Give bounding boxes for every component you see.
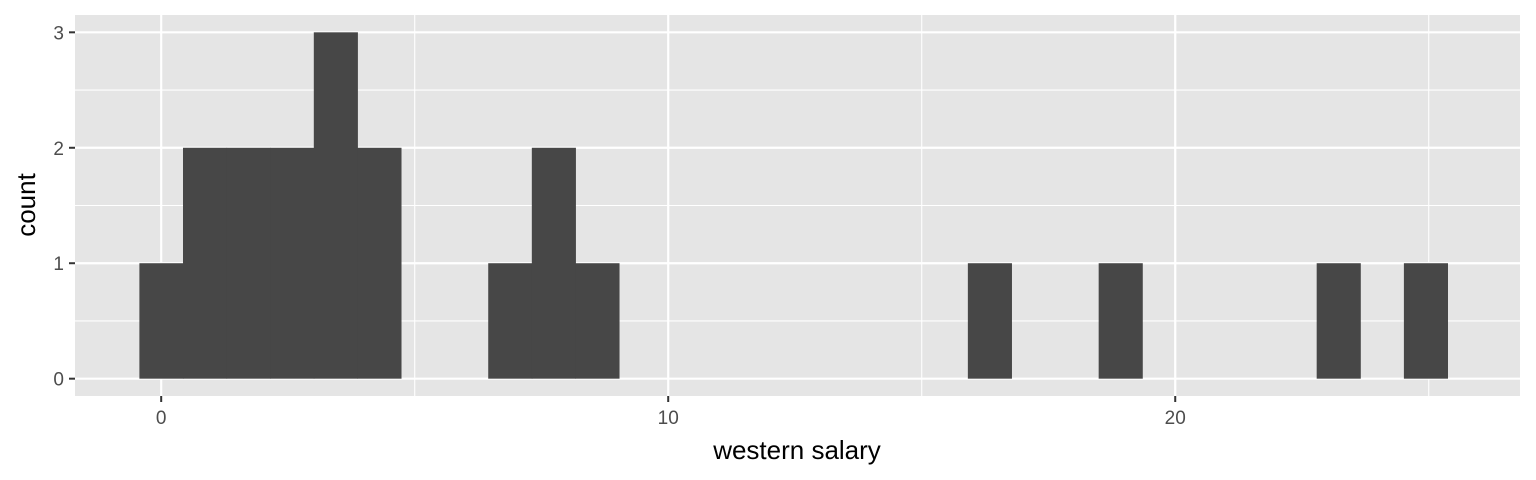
histogram-bar bbox=[1098, 263, 1143, 379]
histogram-bar bbox=[270, 147, 315, 379]
y-tick-label: 3 bbox=[53, 23, 64, 44]
histogram-bar bbox=[531, 147, 576, 379]
y-tick-label: 0 bbox=[53, 370, 64, 391]
x-tick-label: 10 bbox=[658, 408, 679, 429]
y-tick-label: 2 bbox=[53, 139, 64, 160]
x-axis-title: western salary bbox=[712, 435, 881, 465]
y-tick-label: 1 bbox=[53, 254, 64, 275]
histogram-bar bbox=[967, 263, 1012, 379]
histogram-bar bbox=[182, 147, 228, 379]
histogram-bar bbox=[139, 263, 184, 379]
histogram-bar bbox=[313, 32, 358, 379]
y-axis: 0 1 2 3 bbox=[53, 23, 75, 391]
histogram-bar bbox=[1316, 263, 1361, 379]
histogram-bar bbox=[1403, 263, 1448, 379]
x-axis: 0 10 20 bbox=[156, 396, 1186, 429]
histogram-bars bbox=[139, 32, 1448, 379]
y-axis-title: count bbox=[11, 172, 41, 236]
x-tick-label: 20 bbox=[1165, 408, 1186, 429]
histogram-bar bbox=[575, 263, 620, 379]
histogram-bar bbox=[488, 263, 533, 379]
histogram-bar bbox=[357, 147, 402, 379]
histogram-bar bbox=[226, 147, 271, 379]
x-tick-label: 0 bbox=[156, 408, 167, 429]
